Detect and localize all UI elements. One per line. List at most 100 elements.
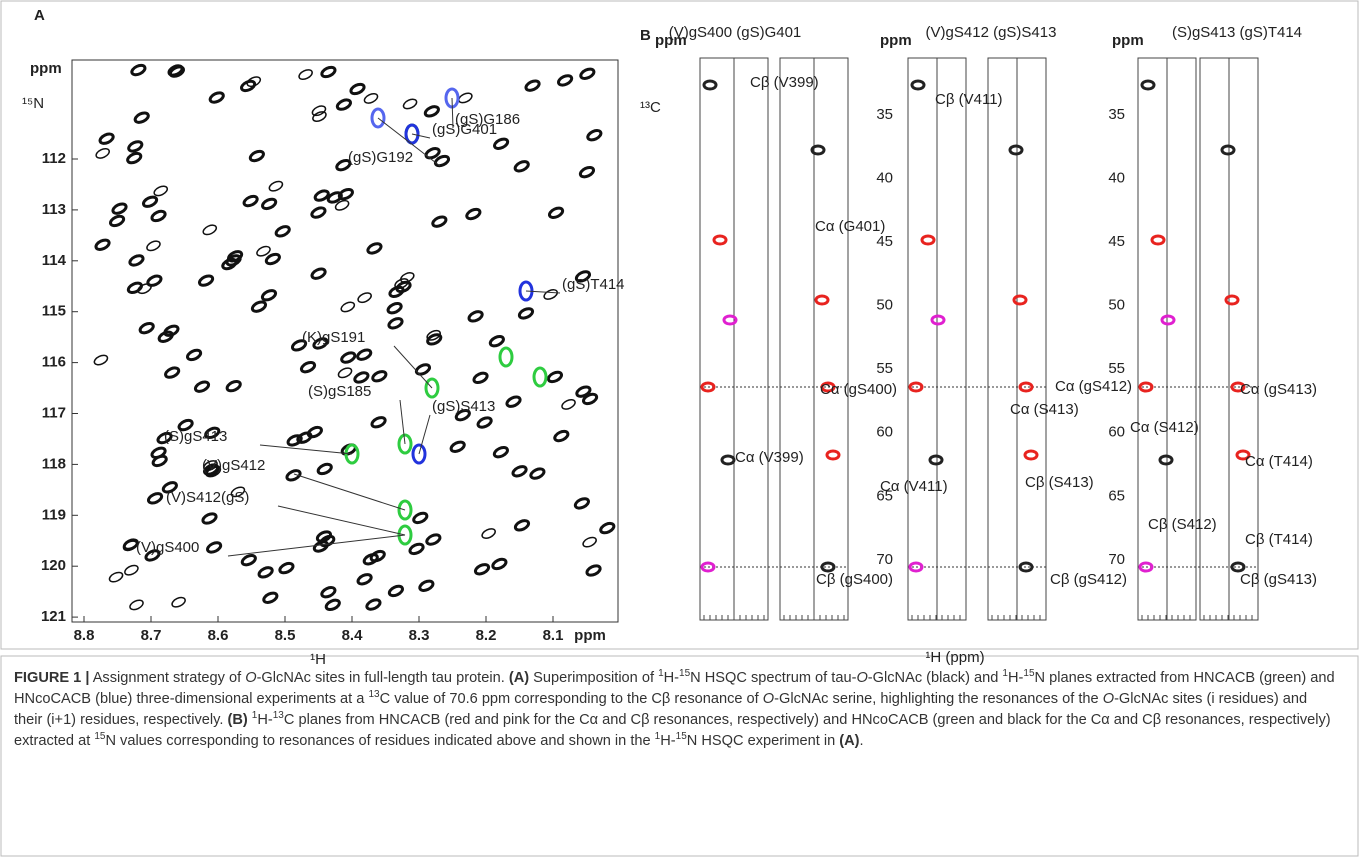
peak [505,395,522,408]
caption-text: -GlcNAc sites in full-length tau protein… [256,670,509,686]
peak [246,76,262,88]
y-tick-label: 112 [42,150,66,167]
x-tick-label: 8.6 [208,627,229,644]
peak [340,301,356,313]
peak [394,278,409,289]
y-unit: ppm [880,32,912,49]
caption-text: H- [663,670,680,686]
caption-text: N HSQC experiment in [686,733,840,749]
caption-text: C planes from HNCACB (red and pink for t… [14,712,1331,749]
strip-peak [820,561,836,573]
peak [395,280,412,294]
peak [425,533,442,546]
peak [553,429,570,443]
colored-peak [397,499,413,521]
y-tick-label: 120 [41,557,66,574]
peak [95,147,111,159]
peak [240,553,257,567]
peak [138,321,155,335]
peak [370,416,387,429]
peak [579,67,596,80]
peak [171,596,186,608]
peak [513,160,530,173]
peak [574,270,592,283]
peak [262,591,279,604]
peak [164,366,181,379]
annotation: Cα (gS400) [820,381,897,398]
peak [337,367,353,379]
y-axis-label: ¹⁵N [22,95,44,112]
peak [454,408,471,422]
peak [365,598,382,611]
peak [349,82,366,96]
peak [126,151,143,165]
peak [547,206,565,219]
colored-peak [397,524,413,546]
peak [298,69,313,80]
peak [250,300,268,313]
y-axis-label: ¹³C [640,99,661,116]
caption-text: N planes extracted from HNCACB (green) a… [14,670,1335,707]
peak [573,497,590,510]
peak [264,252,281,266]
strip-peak [700,561,716,573]
strip-peak [908,561,924,573]
caption-text: O [245,670,257,686]
caption-text: -GlcNAc serine, highlighting the resonan… [774,691,1103,707]
peak [313,189,330,202]
peak [208,91,225,104]
peak [150,446,167,460]
peak [133,111,150,124]
peak [285,469,302,482]
strip-peak [1008,144,1024,156]
peak [449,440,466,453]
peak [128,254,145,267]
leader-line [411,133,431,139]
peak [575,385,592,398]
caption-text: 15 [1023,668,1035,680]
peak [356,573,373,586]
peak [240,79,257,93]
y-tick-label: 65 [876,487,893,504]
y-unit: ppm [30,60,62,77]
strip-peak [1230,381,1246,393]
peak [408,542,425,556]
y-tick-label: 45 [1108,233,1125,250]
peak [146,274,163,287]
annotation: Cα (G401) [815,218,885,235]
peak [290,339,308,352]
x-unit: ppm [574,627,606,644]
peak [185,348,203,362]
peak [493,137,510,150]
annotation: Cα (S412) [1130,419,1199,436]
peak [203,460,218,471]
x-tick-label: 8.2 [476,627,497,644]
peak-label: (V)S412(gS) [166,489,249,506]
strip-peak [1160,314,1176,326]
y-tick-label: 35 [1108,106,1125,123]
caption-border [0,655,1359,857]
caption-text: H- [257,712,273,728]
y-tick-label: 35 [876,106,893,123]
colored-peak [344,443,360,465]
peak [561,398,576,410]
peak [310,267,327,280]
annotation: Cβ (gS413) [1240,571,1317,588]
strip-title: (S)gS413 (gS)T414 [1172,24,1302,41]
annotation: Cα (gS412) [1055,378,1132,395]
peak [312,111,327,122]
peak [524,79,541,92]
peak [366,242,383,255]
x-tick-label: 8.1 [543,627,564,644]
peak [129,599,144,611]
peak [312,337,329,350]
annotation: Cα (V411) [880,478,948,495]
y-tick-label: 65 [1108,487,1125,504]
peak [473,563,491,576]
leader-line [277,505,406,536]
peak [153,185,169,197]
strip-peak [1150,234,1166,246]
peak [513,519,531,532]
peak [320,586,337,599]
peak [122,540,138,552]
